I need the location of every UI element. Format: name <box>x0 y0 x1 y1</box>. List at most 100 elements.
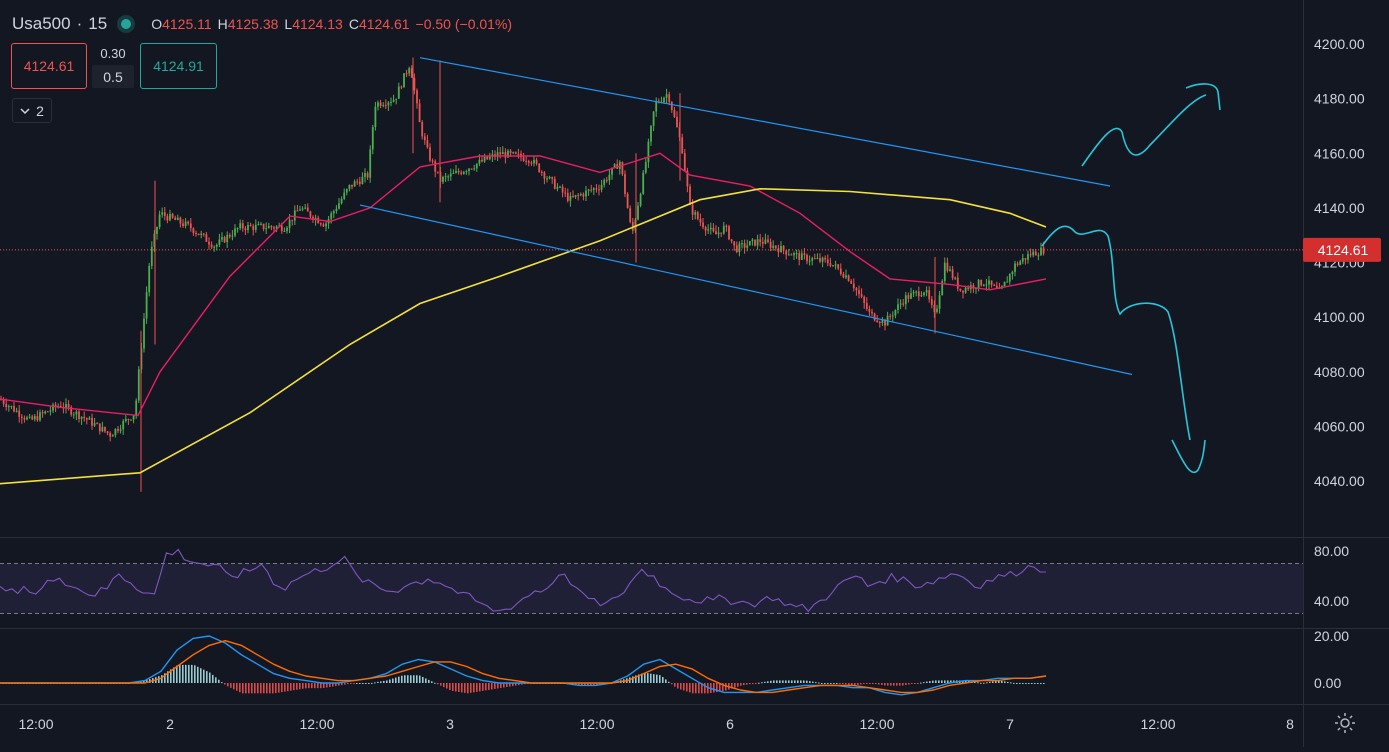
high-value: 4125.38 <box>227 16 279 32</box>
candle-body <box>728 226 730 240</box>
macd-histogram-bar <box>326 683 328 688</box>
macd-histogram-bar <box>173 667 175 683</box>
macd-histogram-bar <box>191 664 193 683</box>
macd-histogram-bar <box>986 682 988 684</box>
candle-body <box>249 225 252 227</box>
macd-histogram-bar <box>167 671 169 683</box>
candle-body <box>894 309 897 316</box>
candle-body <box>361 176 364 185</box>
macd-histogram-bar <box>881 683 883 685</box>
candle-body <box>709 227 712 230</box>
macd-histogram-bar <box>833 683 835 684</box>
candle-body <box>309 211 312 217</box>
macd-histogram-bar <box>374 682 376 684</box>
candle-body <box>182 223 184 226</box>
candle-body <box>621 161 624 175</box>
macd-histogram-bar <box>761 682 763 684</box>
macd-histogram-bar <box>293 683 295 691</box>
candle-body <box>889 315 892 317</box>
candle-body <box>59 405 62 408</box>
buy-button[interactable]: 4124.91 <box>140 43 217 89</box>
candle-body <box>715 231 717 235</box>
candle-body <box>150 246 153 266</box>
macd-histogram-bar <box>830 683 832 684</box>
macd-histogram-bar <box>584 683 586 686</box>
gear-icon[interactable] <box>1333 711 1357 735</box>
macd-histogram-bar <box>347 683 349 685</box>
macd-histogram-bar <box>296 683 298 690</box>
candle-body <box>98 423 101 432</box>
quantity-input[interactable]: 0.5 <box>92 65 134 88</box>
macd-histogram-bar <box>140 681 142 683</box>
macd-histogram-bar <box>473 683 475 693</box>
symbol-name[interactable]: Usa500 <box>12 14 71 33</box>
candle-body <box>858 290 860 295</box>
candle-body <box>270 226 273 228</box>
candle-body <box>577 195 580 197</box>
candle-body <box>533 159 535 164</box>
candle-body <box>434 161 437 172</box>
candle-body <box>860 294 863 297</box>
candle-body <box>754 239 756 246</box>
macd-histogram-bar <box>467 683 469 694</box>
macd-histogram-bar <box>806 680 808 683</box>
candle-body <box>605 179 608 181</box>
macd-histogram-bar <box>461 683 463 693</box>
candle-body <box>907 295 910 299</box>
candle-body <box>863 296 866 303</box>
time-axis-tick: 12:00 <box>299 716 334 732</box>
macd-histogram-bar <box>287 683 289 692</box>
macd-histogram-bar <box>572 683 574 685</box>
candle-body <box>5 403 8 408</box>
candle-body <box>592 188 595 190</box>
candle-body <box>626 193 629 209</box>
candle-body <box>1027 254 1029 260</box>
candle-body <box>23 418 26 420</box>
sell-button[interactable]: 4124.61 <box>11 43 87 89</box>
macd-histogram-bar <box>599 683 601 686</box>
candle-body <box>31 416 34 420</box>
candle-body <box>564 192 567 194</box>
macd-histogram-bar <box>317 683 319 689</box>
candle-body <box>377 102 379 107</box>
candle-body <box>296 210 299 212</box>
candle-body <box>686 170 689 187</box>
macd-histogram-bar <box>854 683 856 686</box>
candle-body <box>1042 247 1045 254</box>
candle-body <box>826 259 829 264</box>
macd-histogram-bar <box>641 673 643 683</box>
macd-histogram-bar <box>350 683 352 684</box>
candle-body <box>36 416 39 421</box>
macd-histogram-bar <box>368 683 370 684</box>
macd-histogram-bar <box>260 683 262 694</box>
macd-histogram-bar <box>470 683 472 693</box>
candle-body <box>738 243 741 252</box>
macd-histogram-bar <box>689 683 691 693</box>
indicators-toggle-button[interactable]: 2 <box>12 98 52 123</box>
candle-body <box>124 418 127 422</box>
macd-histogram-bar <box>1025 683 1027 684</box>
candle-body <box>169 213 171 221</box>
candle-body <box>247 225 249 231</box>
macd-histogram-bar <box>875 683 877 684</box>
macd-histogram-bar <box>362 683 364 684</box>
candle-body <box>366 173 369 178</box>
rsi-band <box>0 563 1303 614</box>
macd-histogram-bar <box>884 683 886 686</box>
macd-histogram-bar <box>221 682 223 684</box>
candle-body <box>535 159 538 164</box>
macd-histogram-bar <box>893 683 895 686</box>
buy-price: 4124.91 <box>153 58 204 74</box>
candle-body <box>275 226 278 229</box>
interval-label[interactable]: 15 <box>88 14 108 33</box>
ma-slow-line <box>0 187 1047 485</box>
macd-histogram-bar <box>734 683 736 688</box>
macd-histogram-bar <box>770 680 772 683</box>
candle-body <box>143 318 145 349</box>
candle-body <box>163 212 166 216</box>
candle-body <box>548 177 551 179</box>
macd-histogram-bar <box>383 680 385 683</box>
candle-body <box>730 239 733 242</box>
